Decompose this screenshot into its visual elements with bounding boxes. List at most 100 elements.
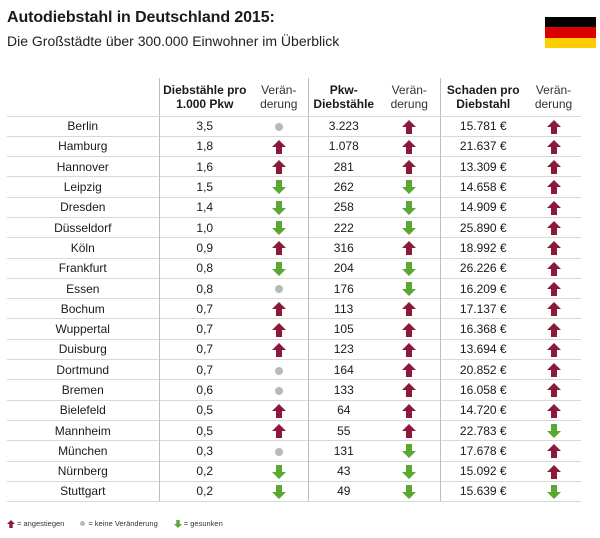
city-cell: Düsseldorf — [7, 216, 159, 238]
thefts-cell: 43 — [307, 460, 379, 482]
thefts-trend-cell — [379, 359, 440, 380]
damage-cell: 21.637 € — [439, 135, 526, 157]
arrow-up-icon — [271, 241, 286, 256]
damage-cell: 20.852 € — [439, 359, 526, 380]
thefts-cell: 164 — [307, 359, 379, 380]
city-cell: Stuttgart — [7, 480, 159, 503]
damage-trend-cell — [526, 298, 581, 319]
rate-trend-cell — [250, 156, 308, 177]
thefts-trend-cell — [379, 237, 440, 259]
damage-trend-cell — [526, 399, 581, 421]
damage-trend-cell — [526, 419, 581, 441]
table-row: Leipzig 1,5 262 14.658 € — [7, 176, 581, 198]
rate-trend-cell — [250, 480, 308, 503]
table-row: Berlin 3,5 3.223 15.781 € — [7, 115, 581, 137]
arrow-up-icon — [402, 241, 417, 256]
arrow-up-icon — [271, 322, 286, 337]
damage-trend-cell — [526, 176, 581, 198]
thefts-cell: 64 — [307, 399, 379, 421]
damage-cell: 14.909 € — [439, 196, 526, 218]
germany-flag-icon — [545, 17, 596, 48]
rate-cell: 1,6 — [158, 156, 250, 177]
damage-cell: 15.781 € — [439, 115, 526, 137]
thefts-trend-cell — [379, 115, 440, 137]
thefts-trend-cell — [379, 176, 440, 198]
rate-trend-cell — [250, 440, 308, 462]
theft-table: Diebstähle pro 1.000 Pkw Verän-derung Pkw… — [7, 78, 581, 503]
table-row: Nürnberg 0,2 43 15.092 € — [7, 460, 581, 482]
arrow-down-icon — [402, 180, 417, 195]
damage-cell: 17.678 € — [439, 440, 526, 462]
arrow-down-icon — [402, 484, 417, 499]
city-cell: Frankfurt — [7, 257, 159, 279]
city-cell: Dresden — [7, 196, 159, 218]
rate-cell: 0,8 — [158, 277, 250, 299]
thefts-trend-cell — [379, 196, 440, 218]
legend-none: = keine Veränderung — [80, 519, 158, 528]
rate-cell: 0,5 — [158, 399, 250, 421]
arrow-up-icon — [546, 342, 561, 357]
damage-cell: 18.992 € — [439, 237, 526, 259]
thefts-trend-cell — [379, 156, 440, 177]
arrow-down-icon — [271, 484, 286, 499]
damage-cell: 13.309 € — [439, 156, 526, 177]
arrow-up-icon — [402, 160, 417, 175]
header-change-damage: Verän-derung — [526, 78, 581, 117]
arrow-down-icon — [271, 464, 286, 479]
damage-cell: 22.783 € — [439, 419, 526, 441]
rate-cell: 0,2 — [158, 460, 250, 482]
damage-cell: 17.137 € — [439, 298, 526, 319]
damage-trend-cell — [526, 115, 581, 137]
dot-icon — [274, 447, 283, 456]
arrow-down-icon — [546, 484, 561, 499]
thefts-trend-cell — [379, 480, 440, 503]
arrow-up-icon — [546, 444, 561, 459]
flag-stripe-red — [545, 27, 596, 38]
rate-trend-cell — [250, 237, 308, 259]
arrow-up-icon — [402, 342, 417, 357]
thefts-cell: 204 — [307, 257, 379, 279]
damage-trend-cell — [526, 196, 581, 218]
city-cell: Köln — [7, 237, 159, 259]
arrow-down-icon — [173, 519, 182, 528]
thefts-trend-cell — [379, 440, 440, 462]
damage-trend-cell — [526, 379, 581, 401]
damage-trend-cell — [526, 440, 581, 462]
arrow-up-icon — [271, 139, 286, 154]
damage-cell: 16.368 € — [439, 318, 526, 340]
dot-icon — [80, 521, 86, 526]
table-row: Köln 0,9 316 18.992 € — [7, 237, 581, 259]
city-cell: Dortmund — [7, 359, 159, 380]
rate-cell: 0,7 — [158, 359, 250, 380]
damage-trend-cell — [526, 257, 581, 279]
rate-trend-cell — [250, 419, 308, 441]
rate-trend-cell — [250, 176, 308, 198]
city-cell: Bochum — [7, 298, 159, 319]
legend-up: = angestiegen — [7, 519, 64, 528]
arrow-up-icon — [546, 363, 561, 378]
city-cell: Duisburg — [7, 338, 159, 360]
city-cell: Mannheim — [7, 419, 159, 441]
city-cell: Hamburg — [7, 135, 159, 157]
arrow-up-icon — [402, 302, 417, 317]
damage-cell: 16.058 € — [439, 379, 526, 401]
city-cell: München — [7, 440, 159, 462]
thefts-trend-cell — [379, 338, 440, 360]
damage-trend-cell — [526, 135, 581, 157]
thefts-trend-cell — [379, 277, 440, 299]
thefts-trend-cell — [379, 135, 440, 157]
rate-cell: 1,5 — [158, 176, 250, 198]
damage-trend-cell — [526, 359, 581, 380]
rate-trend-cell — [250, 216, 308, 238]
rate-cell: 0,7 — [158, 298, 250, 319]
arrow-up-icon — [271, 342, 286, 357]
arrow-up-icon — [546, 281, 561, 296]
rate-trend-cell — [250, 135, 308, 157]
rate-cell: 3,5 — [158, 115, 250, 137]
table-row: Bremen 0,6 133 16.058 € — [7, 379, 581, 401]
city-cell: Berlin — [7, 115, 159, 137]
arrow-up-icon — [271, 302, 286, 317]
flag-stripe-gold — [545, 37, 596, 48]
arrow-down-icon — [402, 281, 417, 296]
damage-cell: 16.209 € — [439, 277, 526, 299]
